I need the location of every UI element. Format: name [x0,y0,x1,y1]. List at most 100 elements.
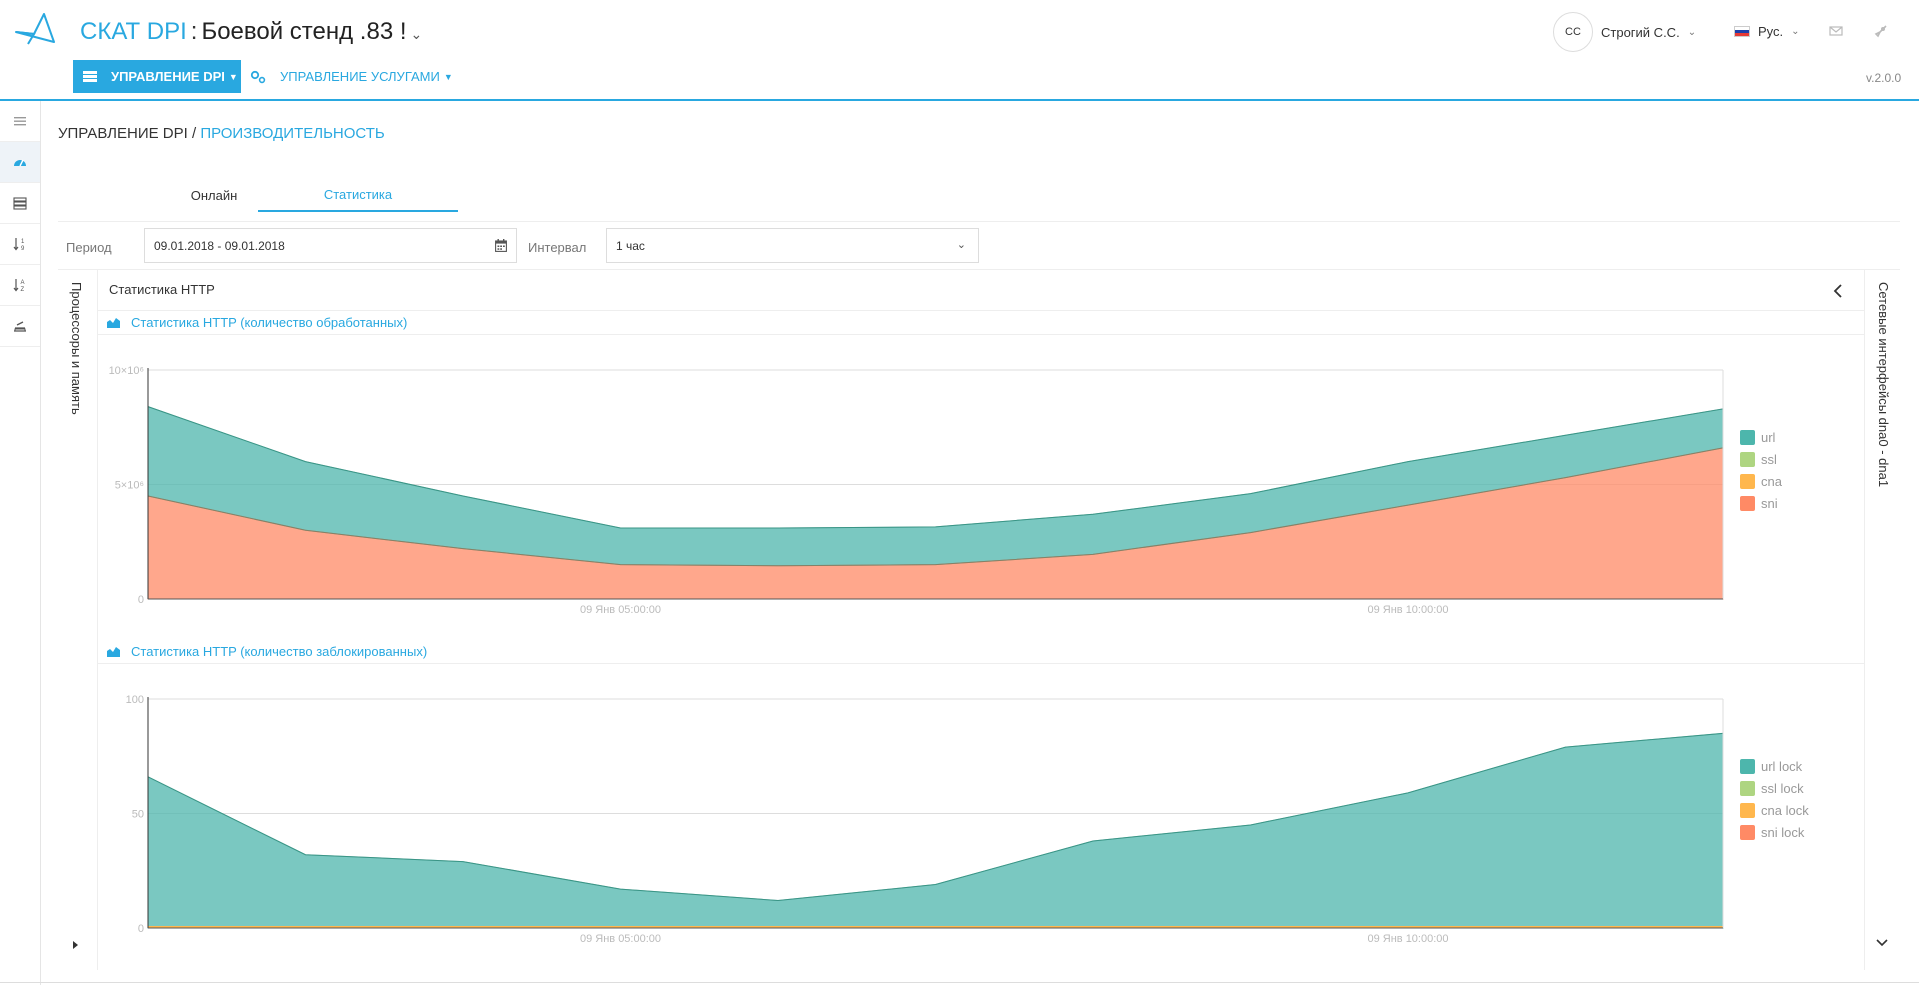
legend-label[interactable]: cna [1761,474,1783,489]
legend-label[interactable]: url [1761,430,1776,445]
dashboard-icon [14,159,26,167]
breadcrumb: УПРАВЛЕНИЕ DPI / ПРОИЗВОДИТЕЛЬНОСТЬ [58,125,385,142]
chart-blocked: 0 50 100 09 Янв 05:00:00 09 Янв 10:00:00 url … [126,694,1810,945]
language-selector[interactable]: Рус. ⌄ [1734,24,1800,39]
period-input[interactable]: 09.01.2018 - 09.01.2018 [144,228,517,263]
x-tick-label: 09 Янв 10:00:00 [1367,933,1448,945]
cogs-icon [250,70,266,83]
legend-swatch[interactable] [1740,496,1755,511]
stand-name: Боевой стенд .83 ! [201,18,407,45]
interval-select[interactable]: 1 час ⌄ [606,228,979,263]
y-tick-label: 50 [132,809,144,821]
chart-processed-title: Статистика HTTP (количество обработанных… [131,315,408,330]
panel-divider [98,310,1864,311]
sidebar-item-stack[interactable] [0,306,40,347]
breadcrumb-current: ПРОИЗВОДИТЕЛЬНОСТЬ [200,125,385,142]
stack-icon [14,321,26,332]
sidebar-menu-toggle[interactable] [0,101,40,142]
chevron-down-icon[interactable] [1876,938,1888,948]
dpi-management-label: УПРАВЛЕНИЕ DPI [111,69,225,84]
svg-text:Z: Z [21,287,25,292]
y-tick-label: 5×10⁶ [115,480,144,492]
services-management-label: УПРАВЛЕНИЕ УСЛУГАМИ [280,69,440,84]
legend-swatch[interactable] [1740,474,1755,489]
chevron-down-icon[interactable]: ⌄ [410,26,423,42]
y-tick-label: 0 [138,594,144,606]
legend-label[interactable]: ssl lock [1761,781,1804,796]
caret-down-icon: ▼ [228,71,238,82]
panel-title: Статистика HTTP [109,282,215,297]
svg-text:A: A [21,280,25,286]
dpi-management-button[interactable]: УПРАВЛЕНИЕ DPI ▼ [73,60,241,93]
rocket-icon[interactable] [1874,24,1888,38]
legend-swatch[interactable] [1740,452,1755,467]
legend-label[interactable]: url lock [1761,759,1803,774]
series-line [147,732,1724,902]
language-label: Рус. [1758,24,1784,39]
tab-bar: Онлайн Статистика [58,170,1900,222]
legend-swatch[interactable] [1740,781,1755,796]
chart-processed-header[interactable]: Статистика HTTP (количество обработанных… [98,311,1864,335]
mail-icon[interactable] [1829,24,1843,38]
sidebar-item-performance[interactable] [0,142,40,183]
period-label: Период [66,240,112,255]
server-icon [83,71,97,82]
legend-swatch[interactable] [1740,430,1755,445]
chart-blocked-title: Статистика HTTP (количество заблокирован… [131,644,428,659]
menu-icon [14,117,26,126]
svg-text:9: 9 [21,246,25,251]
x-tick-label: 09 Янв 10:00:00 [1367,604,1448,616]
legend-label[interactable]: cna lock [1761,803,1809,818]
legend-swatch[interactable] [1740,759,1755,774]
logo-icon[interactable] [14,12,58,48]
services-management-button[interactable]: УПРАВЛЕНИЕ УСЛУГАМИ ▼ [250,60,453,93]
network-interfaces-tab-label: Сетевые интерфейсы dna0 - dna1 [1876,282,1891,488]
cpu-memory-tab-label: Процессоры и память [69,282,84,415]
app-name: СКАТ DPI [80,18,187,45]
app-title[interactable]: СКАТ DPI: Боевой стенд .83 ! ⌄ [80,18,422,46]
chart-processed: 0 5×10⁶ 10×10⁶ 09 Янв 05:00:00 09 Янв 10:00:… [109,365,1783,616]
chevron-down-icon: ⌄ [1791,26,1800,37]
legend-label[interactable]: sni [1761,496,1778,511]
avatar: СС [1553,12,1593,52]
page-bottom-border [0,982,1919,983]
legend-swatch[interactable] [1740,803,1755,818]
interval-value: 1 час [616,238,645,253]
sort-numeric-icon: 19 [13,238,25,251]
y-tick-label: 0 [138,923,144,935]
x-tick-label: 09 Янв 05:00:00 [580,604,661,616]
legend-label[interactable]: ssl [1761,452,1777,467]
title-separator: : [190,18,198,45]
server-icon [13,197,27,210]
chevron-left-icon[interactable] [1832,284,1844,298]
network-interfaces-side-tab[interactable]: Сетевые интерфейсы dna0 - dna1 [1864,270,1900,970]
filter-bar: Период 09.01.2018 - 09.01.2018 Интервал … [58,226,1900,270]
user-menu[interactable]: СС Строгий С.С. ⌄ [1553,12,1696,52]
header: СКАТ DPI: Боевой стенд .83 ! ⌄ УПРАВЛЕНИЕ … [0,0,1919,101]
tab-online[interactable]: Онлайн [190,187,238,203]
series-line [147,447,1724,567]
legend-label[interactable]: sni lock [1761,825,1805,840]
x-tick-label: 09 Янв 05:00:00 [580,933,661,945]
sidebar-item-servers[interactable] [0,183,40,224]
flag-ru-icon [1734,26,1750,37]
area-url-lock[interactable] [147,732,1724,929]
breadcrumb-root[interactable]: УПРАВЛЕНИЕ DPI [58,125,188,142]
sort-alpha-icon: AZ [13,279,25,292]
interval-label: Интервал [528,240,587,255]
chevron-down-icon: ⌄ [1687,26,1697,38]
cpu-memory-side-tab[interactable]: Процессоры и память [58,270,98,970]
chart-blocked-header[interactable]: Статистика HTTP (количество заблокирован… [98,640,1864,664]
y-tick-label: 100 [126,694,144,706]
series-line [147,406,1724,529]
tab-statistics[interactable]: Статистика [258,178,458,212]
caret-right-icon[interactable] [72,940,80,950]
calendar-icon[interactable] [495,239,507,252]
svg-text:1: 1 [21,239,25,245]
y-tick-label: 10×10⁶ [109,365,144,377]
legend-swatch[interactable] [1740,825,1755,840]
user-name: Строгий С.С. [1601,24,1680,40]
